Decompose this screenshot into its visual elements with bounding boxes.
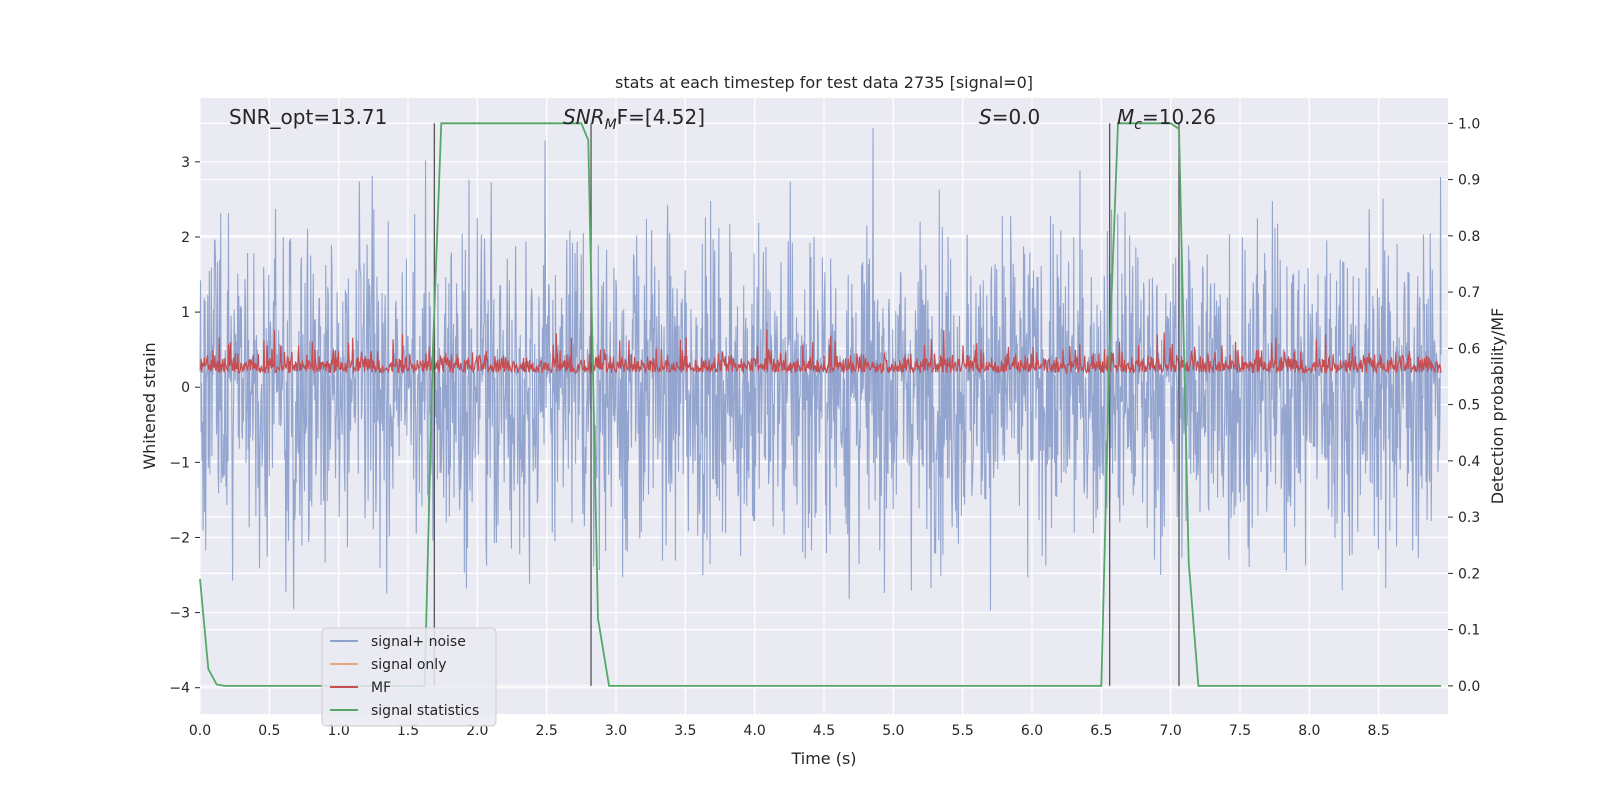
x-tick-label: 4.5 xyxy=(813,723,835,739)
annotation-snr-mf-suffix: F=[4.52] xyxy=(617,105,705,129)
y-right-tick-label: 0.1 xyxy=(1458,623,1480,639)
series-signal-noise xyxy=(199,128,1442,611)
y-right-tick-label: 0.3 xyxy=(1458,510,1480,526)
x-tick-label: 6.0 xyxy=(1021,723,1043,739)
x-tick-label: 4.0 xyxy=(744,723,766,739)
y-right-tick-label: 0.8 xyxy=(1458,229,1480,245)
annotation-snr-opt: SNR_opt=13.71 xyxy=(229,105,387,129)
legend-label-signal-only: signal only xyxy=(371,657,446,673)
y-tick-label: 0 xyxy=(181,380,190,396)
legend-label-signal-statistics: signal statistics xyxy=(371,703,479,719)
x-tick-label: 6.5 xyxy=(1090,723,1112,739)
x-tick-label: 2.5 xyxy=(536,723,558,739)
y-tick-label: −4 xyxy=(169,681,190,697)
mf-line xyxy=(199,329,1442,375)
y-tick-label: −2 xyxy=(169,530,190,546)
y-right-tick-label: 0.7 xyxy=(1458,285,1480,301)
annotation-mc: Mc=10.26 xyxy=(1117,105,1216,133)
annotation-mc-sub: c xyxy=(1134,117,1142,133)
annotation-snr-mf-sub: M xyxy=(605,117,617,133)
annotation-s: S=0.0 xyxy=(979,105,1040,129)
x-tick-label: 2.0 xyxy=(466,723,488,739)
y-right-tick-label: 0.2 xyxy=(1458,566,1480,582)
signal-statistics-line xyxy=(199,122,1442,687)
y-axis-label: Whitened strain xyxy=(140,342,159,469)
series-signal-statistics xyxy=(199,122,1442,687)
y-tick-label: 2 xyxy=(181,230,190,246)
x-tick-label: 8.0 xyxy=(1298,723,1320,739)
y-right-tick-label: 0.9 xyxy=(1458,173,1480,189)
x-tick-label: 0.5 xyxy=(258,723,280,739)
annotation-mc-italic: M xyxy=(1117,105,1134,129)
legend: signal+ noise signal only MF signal stat… xyxy=(321,627,497,727)
x-tick-label: 3.0 xyxy=(605,723,627,739)
x-axis-label: Time (s) xyxy=(790,749,856,768)
y-right-tick-label: 0.4 xyxy=(1458,454,1480,470)
x-tick-label: 8.5 xyxy=(1368,723,1390,739)
x-axis-ticks: 0.0 0.5 1.0 1.5 2.0 2.5 3.0 3.5 4.0 4.5 5.0 5.5 6.0 6… xyxy=(189,723,1390,739)
chart-title: stats at each timestep for test data 273… xyxy=(615,73,1033,92)
y-right-tick-label: 1.0 xyxy=(1458,116,1480,132)
x-tick-label: 3.5 xyxy=(674,723,696,739)
annotation-mc-suffix: =10.26 xyxy=(1142,105,1216,129)
y-tick-label: −3 xyxy=(169,606,190,622)
annotation-s-suffix: =0.0 xyxy=(992,105,1041,129)
annotation-s-italic: S xyxy=(979,105,992,129)
y-right-axis-ticks: 1.0 0.9 0.8 0.7 0.6 0.5 0.4 0.3 0.2 0.1 0.0 xyxy=(1448,116,1480,695)
y-right-tick-label: 0.5 xyxy=(1458,398,1480,414)
y-right-tick-label: 0.0 xyxy=(1458,679,1480,695)
x-tick-label: 7.5 xyxy=(1229,723,1251,739)
y-right-axis-label: Detection probability/MF xyxy=(1488,308,1507,505)
legend-box xyxy=(321,627,497,727)
x-tick-label: 5.5 xyxy=(952,723,974,739)
annotation-snr-mf-base: SNR xyxy=(563,105,605,129)
signal-noise-line xyxy=(199,128,1442,611)
x-tick-label: 1.5 xyxy=(397,723,419,739)
legend-label-signal-noise: signal+ noise xyxy=(371,634,466,650)
y-axis-ticks: 3 2 1 0 −1 −2 −3 −4 xyxy=(169,155,200,697)
annotation-snr-mf: SNRMF=[4.52] xyxy=(563,105,705,133)
y-tick-label: −1 xyxy=(169,455,190,471)
x-tick-label: 0.0 xyxy=(189,723,211,739)
y-tick-label: 1 xyxy=(181,305,190,321)
x-tick-label: 5.0 xyxy=(882,723,904,739)
x-tick-label: 7.0 xyxy=(1160,723,1182,739)
series-mf xyxy=(199,329,1442,375)
y-tick-label: 3 xyxy=(181,155,190,171)
x-tick-label: 1.0 xyxy=(328,723,350,739)
vertical-markers xyxy=(433,123,1180,686)
legend-label-mf: MF xyxy=(371,680,391,696)
y-right-tick-label: 0.6 xyxy=(1458,341,1480,357)
